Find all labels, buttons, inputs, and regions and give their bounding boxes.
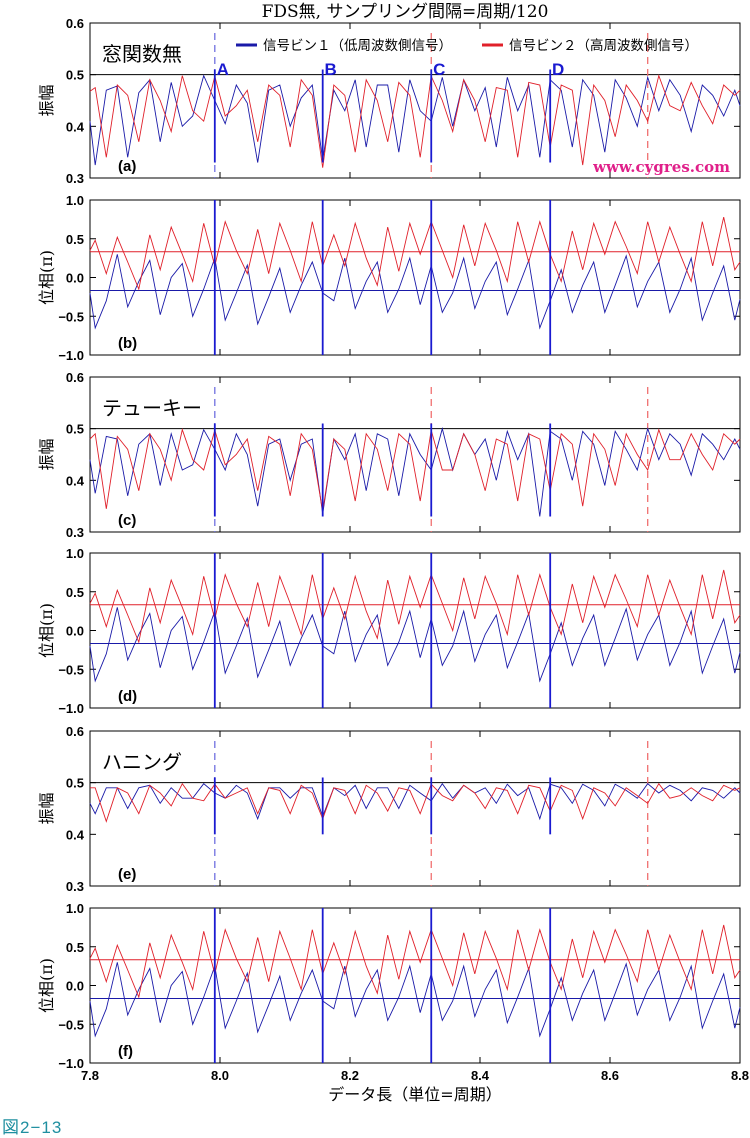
y-tick-label: 0.3 bbox=[66, 879, 84, 894]
window-name: テューキー bbox=[102, 396, 202, 420]
series-line-high bbox=[89, 428, 741, 512]
series-line-high bbox=[90, 782, 741, 823]
panel-d: −1.0 −0.5 0.0 0.5 1.0 位相(π) (d) bbox=[37, 546, 741, 716]
panels: 0.3 0.4 0.5 0.6 振幅 (a) 窓関数無 −1.0 −0.5 0.0 0.5 1.0 位相… bbox=[37, 16, 749, 1083]
y-tick-label: 0.3 bbox=[66, 171, 84, 186]
y-tick-label: 1.0 bbox=[66, 546, 84, 561]
window-name: ハニング bbox=[102, 750, 182, 774]
y-axis-label: 振幅 bbox=[37, 84, 56, 116]
panel-frame bbox=[89, 730, 741, 887]
y-tick-label: 0.0 bbox=[66, 979, 84, 994]
y-tick-label: 0.4 bbox=[66, 119, 85, 134]
panel-label: (d) bbox=[118, 688, 137, 705]
y-tick-label: 0.4 bbox=[66, 473, 85, 488]
series-line-high bbox=[89, 569, 741, 644]
y-tick-label: −0.5 bbox=[58, 662, 84, 677]
marker-label-b: B bbox=[325, 60, 337, 79]
marker-label-c: C bbox=[433, 60, 445, 79]
y-tick-label: 0.6 bbox=[66, 370, 84, 385]
y-tick-label: 0.4 bbox=[66, 827, 85, 842]
panel-f: −1.0 −0.5 0.0 0.5 1.0 7.8 8.0 8.2 8.4 8.6 8.8 位相(π)… bbox=[37, 901, 749, 1083]
panel-a: 0.3 0.4 0.5 0.6 振幅 (a) 窓関数無 bbox=[37, 16, 741, 186]
y-tick-label: −1.0 bbox=[58, 1056, 84, 1071]
series-line-low bbox=[89, 782, 741, 821]
y-tick-label: −1.0 bbox=[58, 348, 84, 363]
y-axis-label: 位相(π) bbox=[37, 250, 56, 305]
x-tick-label: 7.8 bbox=[81, 1068, 99, 1083]
x-tick-label: 8.6 bbox=[601, 1068, 619, 1083]
y-tick-label: 0.5 bbox=[66, 585, 84, 600]
series-line-low bbox=[89, 962, 741, 1038]
y-tick-label: 0.5 bbox=[66, 68, 84, 83]
y-tick-label: 0.6 bbox=[66, 16, 84, 31]
panel-label: (a) bbox=[118, 158, 136, 175]
y-tick-label: 0.0 bbox=[66, 624, 84, 639]
y-axis-label: 位相(π) bbox=[37, 958, 56, 1013]
marker-label-a: A bbox=[217, 60, 229, 79]
legend: 信号ビン１（低周波数側信号） 信号ビン２（高周波数側信号） bbox=[236, 37, 698, 54]
y-axis-label: 振幅 bbox=[37, 438, 56, 470]
panel-frame bbox=[89, 376, 741, 533]
y-tick-label: 0.5 bbox=[66, 422, 84, 437]
panel-frame bbox=[89, 907, 741, 1064]
x-tick-label: 8.8 bbox=[731, 1068, 749, 1083]
y-tick-label: 0.3 bbox=[66, 525, 84, 540]
panel-frame bbox=[89, 22, 741, 179]
panel-label: (f) bbox=[118, 1043, 133, 1060]
y-axis-label: 振幅 bbox=[37, 792, 56, 824]
panel-frame bbox=[89, 199, 741, 356]
y-tick-label: 0.5 bbox=[66, 232, 84, 247]
y-tick-label: 0.5 bbox=[66, 940, 84, 955]
series-line-high bbox=[89, 924, 741, 999]
url-text: www.cygres.com bbox=[592, 158, 730, 176]
panel-b: −1.0 −0.5 0.0 0.5 1.0 位相(π) (b) bbox=[37, 193, 741, 363]
series-line-low bbox=[89, 254, 741, 330]
series-line-high bbox=[89, 74, 741, 168]
window-name: 窓関数無 bbox=[102, 42, 182, 66]
y-tick-label: −1.0 bbox=[58, 701, 84, 716]
x-axis-label: データ長（単位=周期） bbox=[328, 1085, 501, 1104]
y-tick-label: 0.5 bbox=[66, 776, 84, 791]
y-tick-label: −0.5 bbox=[58, 1017, 84, 1032]
series-line-low bbox=[89, 426, 741, 517]
series-line-low bbox=[89, 74, 741, 166]
y-tick-label: 0.6 bbox=[66, 724, 84, 739]
legend-label-high: 信号ビン２（高周波数側信号） bbox=[509, 37, 698, 54]
y-axis-label: 位相(π) bbox=[37, 603, 56, 658]
figure-caption: 図2−13 bbox=[2, 1118, 63, 1137]
x-tick-label: 8.0 bbox=[211, 1068, 229, 1083]
panel-c: 0.3 0.4 0.5 0.6 振幅 (c) テューキー bbox=[37, 370, 741, 540]
series-line-low bbox=[89, 607, 741, 683]
panel-label: (b) bbox=[118, 335, 137, 352]
series-line-high bbox=[89, 217, 741, 291]
x-tick-label: 8.2 bbox=[341, 1068, 359, 1083]
panel-e: 0.3 0.4 0.5 0.6 振幅 (e) ハニング bbox=[37, 724, 741, 894]
panel-frame bbox=[89, 552, 741, 709]
x-tick-label: 8.4 bbox=[471, 1068, 490, 1083]
figure-title: FDS無, サンプリング間隔=周期/120 bbox=[262, 2, 549, 22]
panel-label: (e) bbox=[118, 866, 136, 883]
panel-label: (c) bbox=[118, 512, 136, 529]
y-tick-label: 0.0 bbox=[66, 271, 84, 286]
y-tick-label: 1.0 bbox=[66, 901, 84, 916]
marker-label-d: D bbox=[552, 60, 564, 79]
y-tick-label: 1.0 bbox=[66, 193, 84, 208]
y-tick-label: −0.5 bbox=[58, 309, 84, 324]
legend-label-low: 信号ビン１（低周波数側信号） bbox=[263, 38, 452, 54]
